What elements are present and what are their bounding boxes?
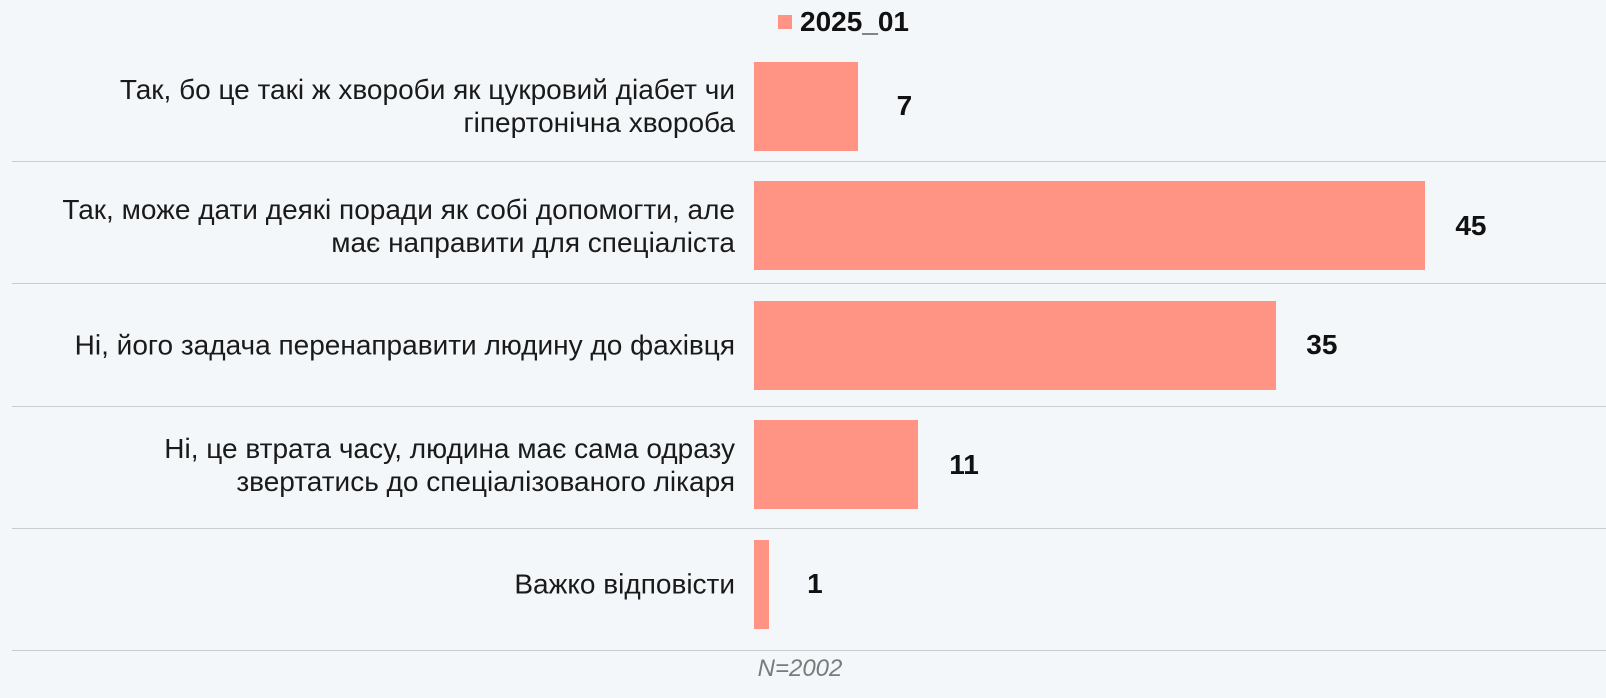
separator [12,650,1606,651]
value-label: 35 [1306,329,1338,360]
separator [12,283,1606,285]
category-label: Важко відповісти [514,568,735,600]
bar [754,300,1276,390]
footnote: N=2002 [757,655,843,682]
separator [12,405,1606,407]
separator [12,161,1606,162]
value-label: 7 [896,90,913,121]
value-label: 11 [949,448,979,480]
separator [12,527,1606,529]
legend: 2025_01 [778,6,909,38]
category-label: Так, бо це такі ж хвороби як цукровий ді… [119,74,735,138]
value-label: 45 [1455,209,1487,241]
category-label: Ні, це втрата часу, людина має сама одра… [164,432,735,497]
bar [754,539,769,629]
value-label: 1 [807,568,823,599]
legend-label: 2025_01 [800,6,910,37]
bar [754,420,918,509]
category-label: Ні, його задача перенаправити людину до … [74,329,735,361]
bar [754,61,859,151]
legend-swatch [778,15,792,29]
bar [754,181,1425,270]
category-label: Так, може дати деякі поради як собі допо… [62,193,735,258]
